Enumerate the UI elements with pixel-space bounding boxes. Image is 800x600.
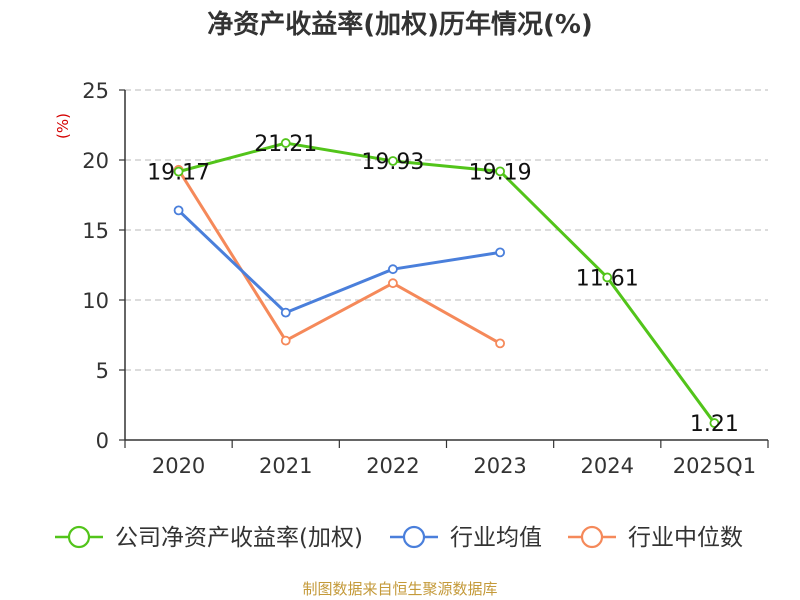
chart-title: 净资产收益率(加权)历年情况(%) <box>207 10 593 40</box>
series-2-point-2021 <box>280 335 291 346</box>
y-tick-label-5: 5 <box>96 359 109 383</box>
series-layer <box>173 138 720 428</box>
series-0-point-2023 <box>495 166 505 177</box>
series-0-point-2021 <box>280 138 291 148</box>
series-0-point-2024 <box>602 272 613 283</box>
legend: 公司净资产收益率(加权) 行业均值 行业中位数 <box>55 525 743 551</box>
data-label-2024: 11.61 <box>576 266 639 291</box>
x-tick-label-2021: 2021 <box>259 454 312 478</box>
axes: 0 5 10 15 20 25 (%) 2020 2021 2022 2023 2024 2025Q1 <box>54 79 769 478</box>
series-0-point-2022 <box>388 156 398 166</box>
y-tick-label-0: 0 <box>96 429 109 453</box>
series-2-point-2022 <box>388 278 398 289</box>
data-label-2020: 19.17 <box>147 161 210 186</box>
data-source-note: 制图数据来自恒生聚源数据库 <box>302 580 498 598</box>
x-tick-label-2020: 2020 <box>152 454 205 478</box>
y-axis-unit-label: (%) <box>54 113 72 139</box>
data-label-2022: 19.93 <box>361 150 424 175</box>
legend-marker-1 <box>402 525 426 549</box>
series-1-point-2021 <box>280 307 291 318</box>
legend-label-1: 行业均值 <box>450 525 542 551</box>
series-0-point-2020 <box>173 166 184 177</box>
x-tick-label-2025Q1: 2025Q1 <box>673 454 756 478</box>
legend-label-0: 公司净资产收益率(加权) <box>115 525 363 551</box>
y-tick-label-25: 25 <box>82 79 109 103</box>
data-label-2021: 21.21 <box>254 132 317 157</box>
series-1-point-2020 <box>173 205 184 216</box>
series-line-1 <box>177 209 501 315</box>
y-tick-label-20: 20 <box>82 149 109 173</box>
legend-item-2: 行业中位数 <box>568 525 743 551</box>
legend-marker-0 <box>67 525 91 549</box>
series-0-point-2025Q1 <box>709 418 720 428</box>
series-line-2 <box>177 169 501 345</box>
series-2-point-2023 <box>495 338 505 349</box>
series-1-point-2023 <box>495 247 505 258</box>
y-tick-label-10: 10 <box>82 289 109 313</box>
data-label-2023: 19.19 <box>469 160 532 185</box>
grid-lines <box>125 89 768 371</box>
legend-label-2: 行业中位数 <box>628 525 743 551</box>
data-labels: 19.17 21.21 19.93 19.19 11.61 1.21 <box>147 132 739 437</box>
x-tick-label-2024: 2024 <box>581 454 634 478</box>
series-line-0 <box>178 141 716 424</box>
x-tick-label-2023: 2023 <box>473 454 526 478</box>
y-tick-label-15: 15 <box>82 219 109 243</box>
data-label-2025Q1: 1.21 <box>690 412 739 437</box>
legend-item-0: 公司净资产收益率(加权) <box>55 525 363 551</box>
legend-item-1: 行业均值 <box>390 525 542 551</box>
legend-marker-2 <box>580 525 604 549</box>
series-1-point-2022 <box>388 264 398 275</box>
x-tick-label-2022: 2022 <box>366 454 419 478</box>
